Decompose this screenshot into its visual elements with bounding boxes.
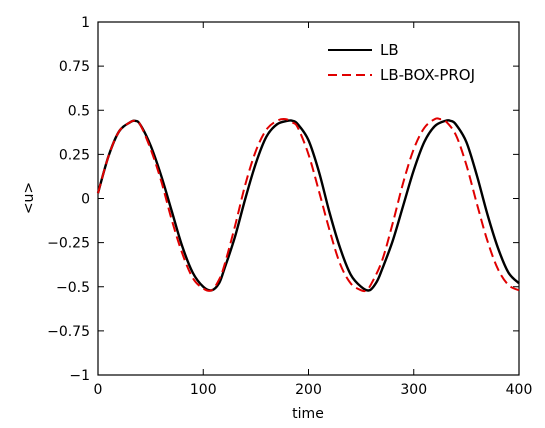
y-axis-title: <u> [21, 182, 37, 214]
y-tick-label: 0.5 [68, 103, 90, 119]
series-line-lb-box-proj [97, 117, 520, 293]
y-tick-label: 0 [81, 192, 90, 208]
x-tick-label: 400 [506, 382, 533, 398]
legend-label-lb: LB [380, 41, 399, 59]
x-axis-title: time [292, 406, 324, 422]
y-tick-label: 0.25 [59, 147, 90, 163]
legend: LB LB-BOX-PROJ [328, 41, 475, 84]
series-lines [96, 117, 520, 293]
x-tick-label: 200 [295, 382, 322, 398]
legend-label-lb-box-proj: LB-BOX-PROJ [380, 66, 475, 84]
y-tick-label: −1 [69, 368, 90, 384]
x-tick-label: 300 [400, 382, 427, 398]
y-tick-label: −0.5 [56, 280, 90, 296]
axis-ticks: 0 100 200 300 400 −1 −0.75 −0.5 −0.25 0 0.25 0.5 0.7… [47, 15, 532, 398]
y-tick-label: −0.75 [47, 324, 90, 340]
series-line-lb [96, 119, 520, 292]
y-tick-label: 0.75 [59, 59, 90, 75]
x-tick-label: 100 [190, 382, 217, 398]
x-tick-label: 0 [94, 382, 103, 398]
y-tick-label: −0.25 [47, 236, 90, 252]
y-tick-label: 1 [81, 15, 90, 31]
